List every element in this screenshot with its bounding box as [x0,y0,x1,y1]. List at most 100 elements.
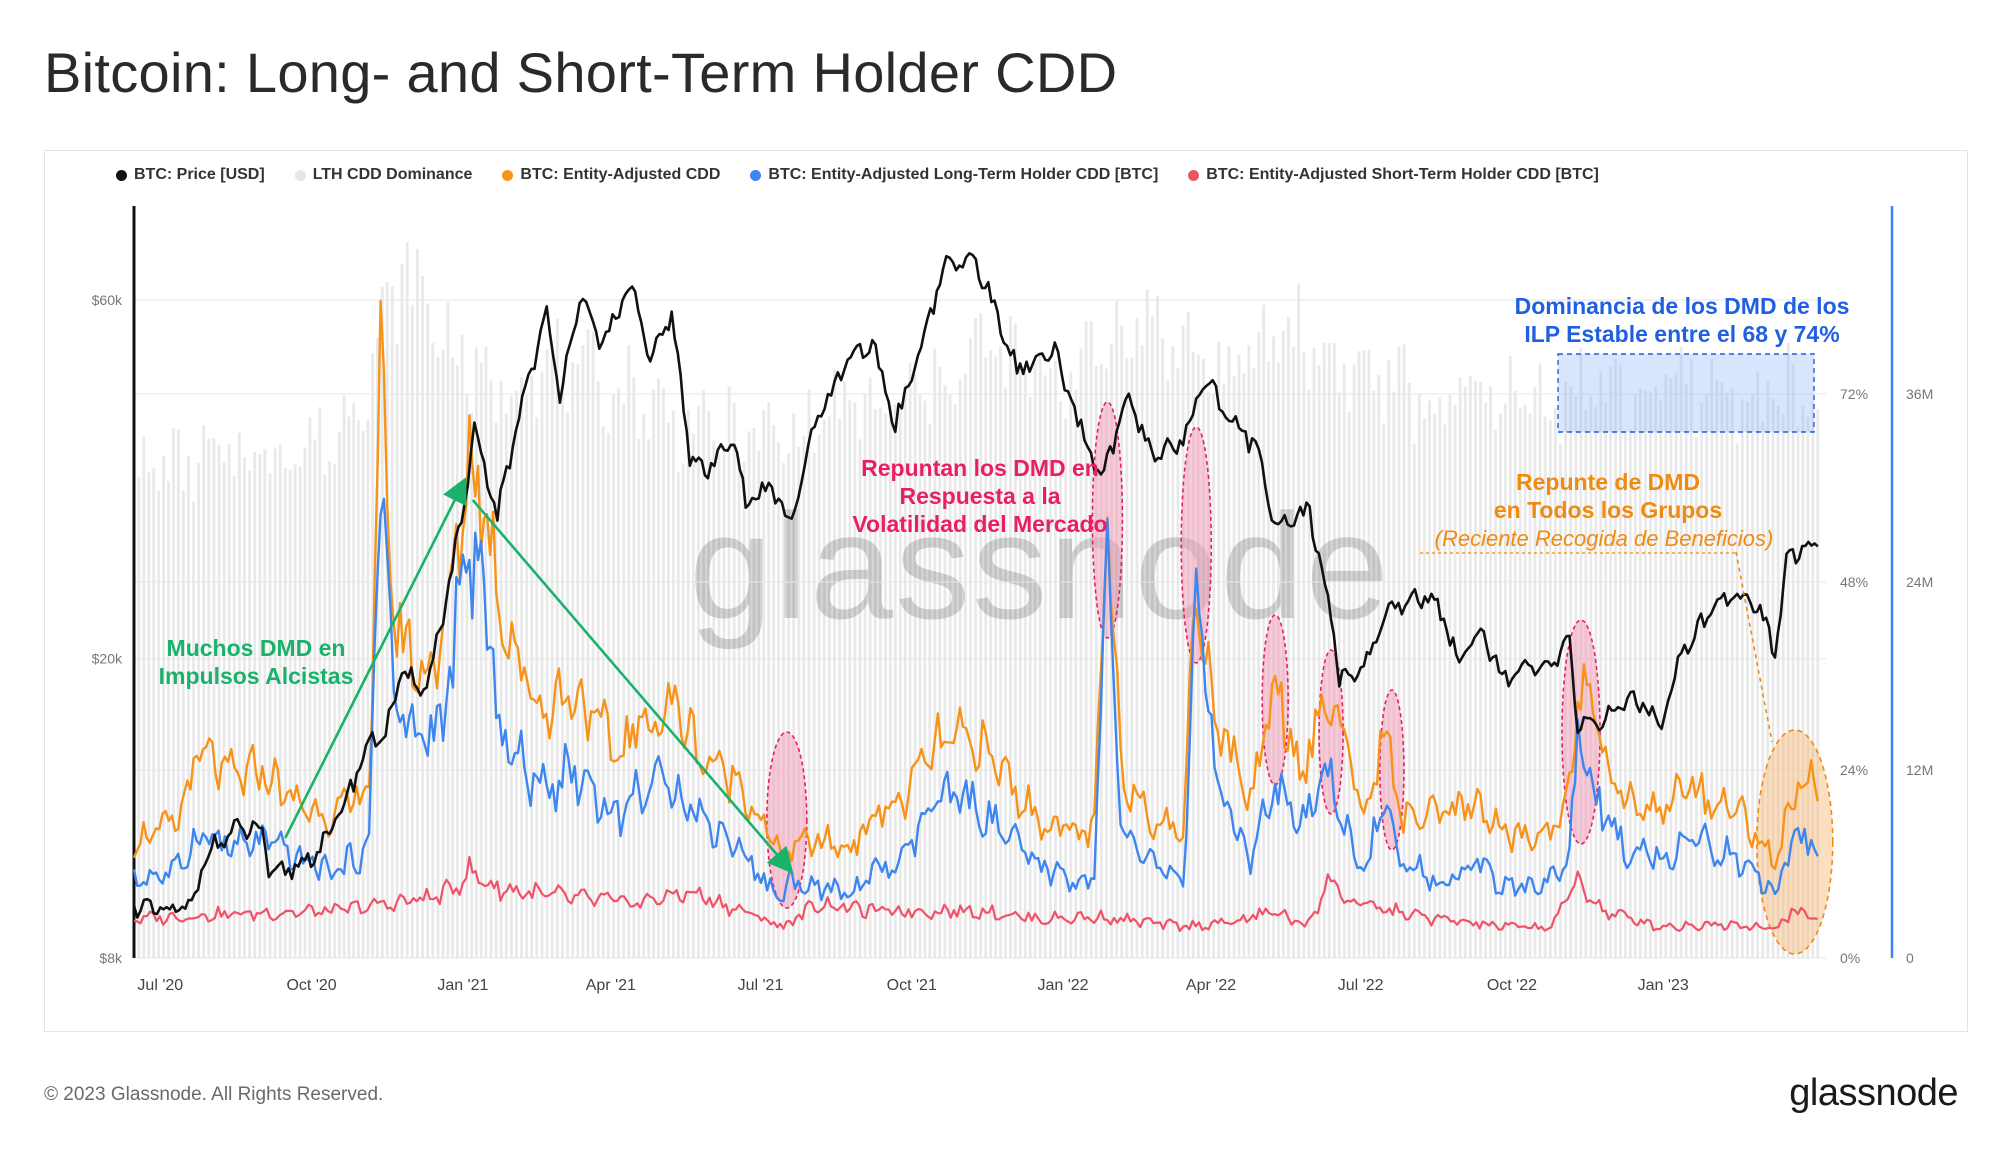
dominance-bar [176,429,180,958]
dominance-bar [1161,338,1165,958]
dominance-bar [298,466,302,958]
dominance-bar [737,456,741,958]
dominance-bar [375,337,379,959]
dominance-bar [782,462,785,958]
bull-impulse-note: Muchos DMD en [167,635,346,661]
dominance-bar [606,433,610,958]
dominance-bar [308,417,312,958]
dominance-bar [337,432,341,958]
bull-impulse-arrow [284,477,467,839]
dominance-bar [1538,363,1542,958]
dominance-bar [827,416,831,959]
dominance-bar [416,248,419,958]
dominance-bar [797,446,801,958]
dominance-bar [1166,380,1170,958]
legend-item-sth-cdd[interactable]: BTC: Entity-Adjusted Short-Term Holder C… [1188,166,1599,184]
legend-item-lth-dominance[interactable]: LTH CDD Dominance [294,166,472,184]
dominance-bar [1684,383,1688,958]
recent-spike-subnote: (Reciente Recogida de Beneficios) [1435,526,1774,551]
dominance-bar [342,395,346,958]
legend-item-cdd[interactable]: BTC: Entity-Adjusted CDD [502,166,720,184]
dominance-bar [1508,355,1512,958]
dominance-bar [712,440,716,958]
dominance-bar [1242,372,1246,959]
dominance-bar [686,409,690,958]
green-trend-arrows [284,477,794,874]
dominance-bar [999,346,1002,959]
dominance-bar [1463,386,1467,958]
dominance-range-box [1557,353,1815,433]
dominance-bar [1412,443,1416,958]
series-line-btc-price-usd- [132,252,1819,919]
dominance-bar [1816,409,1820,959]
dominance-bar [460,334,464,958]
dominance-bar [767,402,771,958]
dominance-bar [426,303,430,958]
dominance-bar [421,276,424,958]
legend-item-price[interactable]: BTC: Price [USD] [116,166,265,184]
dominance-bar [974,318,977,959]
legend-item-lth-cdd[interactable]: BTC: Entity-Adjusted Long-Term Holder CD… [750,166,1158,184]
dominance-bar [1448,395,1452,958]
dominance-bar [702,390,705,958]
dominance-bar [1751,393,1754,959]
dominance-bar [657,378,660,959]
dominance-bar [347,416,351,958]
price-tick-label: $60k [92,292,123,308]
dominance-bar [1659,400,1663,958]
dominance-bar [137,476,141,958]
dominance-tick-label: 48% [1840,574,1868,590]
dominance-bar [1735,443,1739,958]
legend-label: BTC: Price [USD] [134,166,265,183]
dominance-bar [1018,368,1022,958]
dominance-bar [878,408,882,958]
dominance-bar [1140,345,1144,959]
dominance-bar [451,357,455,958]
legend-dot-icon [750,169,762,181]
dominance-bar [884,413,887,958]
dominance-bar [356,420,360,958]
dominance-bar [1207,391,1210,958]
dominance-bar [1347,411,1351,958]
dominance-bar [591,331,595,958]
dominance-bar [318,407,322,958]
x-tick-label: Jan '21 [437,977,488,994]
dominance-bar [1654,386,1658,958]
dominance-bar [1297,283,1301,958]
dominance-bar [1059,401,1062,958]
dominance-bar [1499,413,1502,958]
dominance-bar [1125,358,1129,958]
dominance-bar [147,472,151,958]
dominance-bar [984,356,988,958]
dominance-bar [328,460,332,958]
decline-arrow [471,499,794,874]
dominance-bar [520,377,523,958]
dominance-bar [772,424,776,958]
dominance-bar [1217,342,1221,958]
dominance-bar [707,411,711,959]
volatility-highlight-ellipse [1261,614,1289,786]
dominance-bar [812,452,816,958]
dominance-bar [540,371,544,958]
dominance-bar [652,389,656,958]
x-tick-label: Oct '21 [887,977,937,994]
dominance-bar [441,349,445,958]
dominance-bar [400,264,404,958]
dominance-bar [612,394,615,958]
dominance-bar [963,373,967,958]
dominance-bar [431,343,435,958]
dominance-bar [333,464,337,958]
dominance-bar [484,346,488,958]
dominance-bar [1156,295,1159,959]
dominance-bar [727,386,731,958]
dominance-bar [515,390,518,958]
dominance-bar [1317,365,1321,958]
legend-label: BTC: Entity-Adjusted CDD [520,166,721,183]
dominance-bar [1423,418,1426,958]
dominance-bar [1553,408,1557,959]
dominance-bar [465,393,469,958]
dominance-bar [893,404,897,958]
dominance-bar [1054,360,1057,959]
dominance-bar [1135,318,1139,958]
dominance-bar [172,428,175,958]
